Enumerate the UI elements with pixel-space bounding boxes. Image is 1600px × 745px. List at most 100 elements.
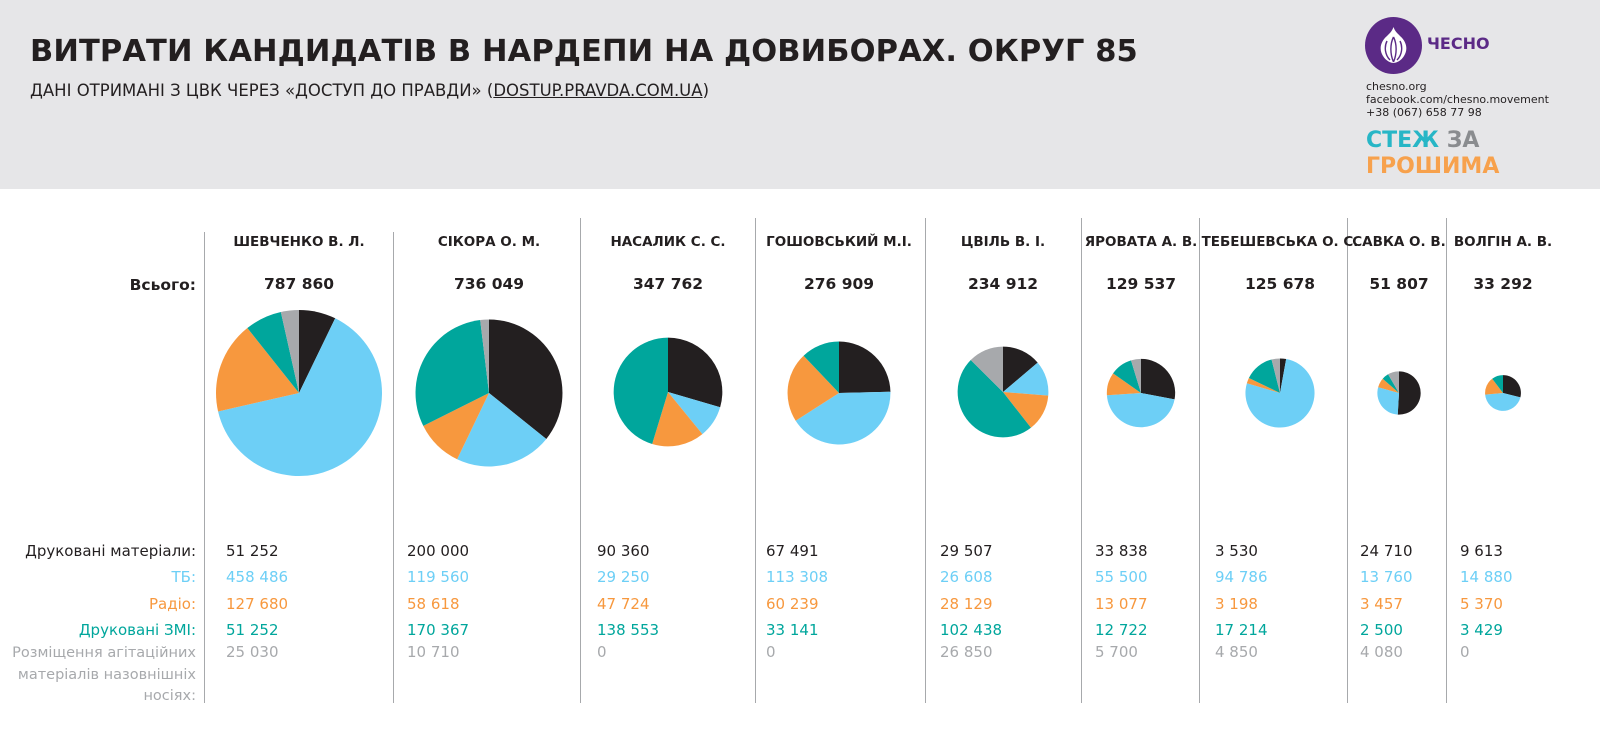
value-print: 67 491 <box>766 542 819 560</box>
pie-slice-press <box>613 337 668 444</box>
value-outdoor: 4 080 <box>1360 643 1403 661</box>
candidate-total: 347 762 <box>632 275 704 293</box>
value-outdoor: 26 850 <box>940 643 993 661</box>
pie-7 <box>1245 358 1315 428</box>
value-outdoor: 0 <box>1460 643 1470 661</box>
chesno-logo-icon[interactable] <box>1365 17 1422 74</box>
value-press: 138 553 <box>597 621 660 639</box>
project-word-2: ЗА <box>1446 128 1480 153</box>
column-divider <box>1347 218 1348 703</box>
value-tv: 94 786 <box>1215 568 1268 586</box>
value-press: 2 500 <box>1360 621 1403 639</box>
pie-slice-press <box>803 341 839 393</box>
contact-facebook[interactable]: facebook.com/chesno.movement <box>1366 93 1549 106</box>
value-radio: 47 724 <box>597 595 650 613</box>
pie-3 <box>613 337 723 447</box>
pie-slice-press <box>247 312 299 393</box>
column-divider <box>1199 218 1200 703</box>
column-divider <box>393 232 394 703</box>
pie-slice-print <box>1397 371 1421 415</box>
pie-slice-radio <box>216 328 299 412</box>
pie-9 <box>1485 375 1521 411</box>
pie-slice-tv <box>1003 362 1049 396</box>
value-press: 12 722 <box>1095 621 1148 639</box>
pie-slice-press <box>1492 375 1503 393</box>
value-print: 3 530 <box>1215 542 1258 560</box>
candidate-name: ЦВІЛЬ В. І. <box>960 234 1046 250</box>
value-press: 3 429 <box>1460 621 1503 639</box>
candidate-name: ТЕБЕШЕВСЬКА О. С. <box>1201 234 1359 250</box>
pie-slice-radio <box>1485 378 1503 395</box>
candidate-name: ГОШОВСЬКИЙ М.І. <box>766 234 912 250</box>
value-print: 24 710 <box>1360 542 1413 560</box>
value-outdoor: 0 <box>597 643 607 661</box>
pie-slice-tv <box>668 392 721 435</box>
pie-slice-tv <box>1106 393 1175 428</box>
value-print: 51 252 <box>226 542 279 560</box>
value-tv: 113 308 <box>766 568 829 586</box>
candidate-total: 234 912 <box>967 275 1039 293</box>
pie-slice-radio <box>1106 373 1141 396</box>
pie-slice-tv <box>1245 359 1315 428</box>
value-tv: 458 486 <box>226 568 289 586</box>
row-label-total: Всього: <box>129 276 196 294</box>
row-label-press: Друковані ЗМІ: <box>78 621 196 639</box>
candidate-total: 736 049 <box>453 275 525 293</box>
candidate-name: ВОЛГІН А. В. <box>1453 234 1553 250</box>
value-print: 90 360 <box>597 542 650 560</box>
row-label-print: Друковані матеріали: <box>25 542 196 560</box>
candidate-total: 276 909 <box>803 275 875 293</box>
value-radio: 3 198 <box>1215 595 1258 613</box>
value-tv: 26 608 <box>940 568 993 586</box>
source-link[interactable]: DOSTUP.PRAVDA.COM.UA <box>493 81 703 100</box>
pie-slice-print <box>668 337 723 408</box>
value-radio: 3 457 <box>1360 595 1403 613</box>
value-radio: 127 680 <box>226 595 289 613</box>
pie-slice-tv <box>1377 387 1399 415</box>
pie-slice-print <box>1503 375 1521 398</box>
column-divider <box>204 232 205 703</box>
candidate-total: 33 292 <box>1473 275 1533 293</box>
column-divider <box>1081 218 1082 703</box>
pie-slice-print <box>489 319 563 439</box>
value-radio: 5 370 <box>1460 595 1503 613</box>
subtitle-close: ) <box>702 81 709 100</box>
candidate-total: 787 860 <box>263 275 335 293</box>
column-divider <box>580 218 581 703</box>
pie-slice-press <box>415 320 489 426</box>
column-divider <box>755 218 756 703</box>
candidate-total: 51 807 <box>1369 275 1429 293</box>
pie-slice-tv <box>457 393 547 467</box>
value-outdoor: 5 700 <box>1095 643 1138 661</box>
pie-slice-print <box>1141 358 1176 400</box>
contact-site[interactable]: chesno.org <box>1366 80 1427 93</box>
pie-slice-radio <box>652 392 703 447</box>
header-band <box>0 0 1600 189</box>
value-radio: 60 239 <box>766 595 819 613</box>
value-outdoor: 10 710 <box>407 643 460 661</box>
pie-4 <box>787 341 891 445</box>
project-logo-line2: ГРОШИМА <box>1366 154 1500 179</box>
pie-slice-press <box>1382 374 1399 393</box>
page-title: ВИТРАТИ КАНДИДАТІВ В НАРДЕПИ НА ДОВИБОРА… <box>30 34 1138 69</box>
value-press: 102 438 <box>940 621 1003 639</box>
pie-slice-tv <box>795 391 891 445</box>
pie-slice-outdoor <box>1271 358 1280 393</box>
value-print: 29 507 <box>940 542 993 560</box>
candidate-total: 125 678 <box>1244 275 1316 293</box>
row-label-radio: Радіо: <box>148 595 196 613</box>
pie-1 <box>216 310 383 477</box>
value-print: 9 613 <box>1460 542 1503 560</box>
candidate-total: 129 537 <box>1105 275 1177 293</box>
candidate-name: НАСАЛИК С. С. <box>610 234 726 250</box>
value-tv: 55 500 <box>1095 568 1148 586</box>
contacts: chesno.org facebook.com/chesno.movement … <box>1366 80 1549 119</box>
pie-slice-print <box>839 341 891 393</box>
pie-slice-outdoor <box>1131 358 1141 393</box>
contact-phone: +38 (067) 658 77 98 <box>1366 106 1482 119</box>
pie-slice-radio <box>423 393 489 460</box>
value-tv: 14 880 <box>1460 568 1513 586</box>
value-radio: 28 129 <box>940 595 993 613</box>
candidate-name: САВКА О. В. <box>1352 234 1446 250</box>
